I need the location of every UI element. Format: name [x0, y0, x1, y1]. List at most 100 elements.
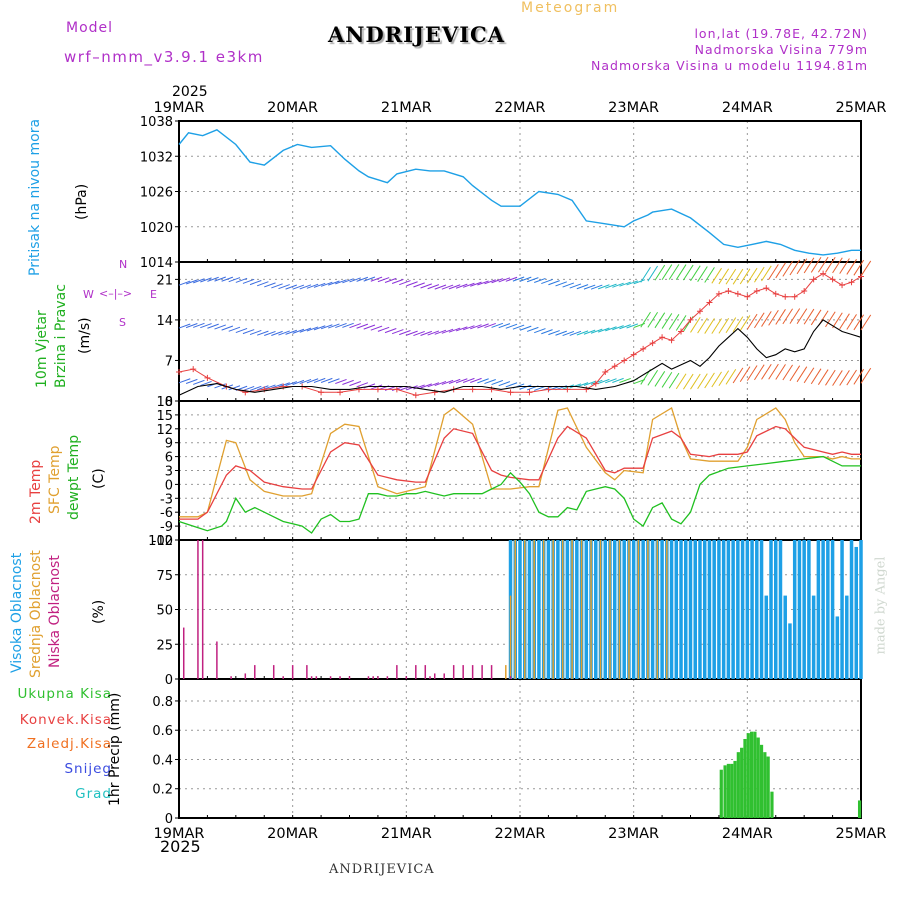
- cloud-high-bar: [660, 540, 664, 679]
- cloud-high-bar: [788, 623, 792, 679]
- wind-barb: [477, 378, 489, 384]
- precip-bar: [749, 731, 754, 818]
- wind-barb: [690, 317, 701, 333]
- wind-barb: [221, 325, 234, 331]
- cloud-low-bar: [462, 665, 464, 679]
- x-tick-label-bottom: 22MAR: [495, 826, 546, 842]
- wind-barb: [512, 324, 525, 330]
- x-tick-label-top: 19MAR: [154, 100, 205, 116]
- wind-barb: [356, 382, 369, 388]
- sfc-temp-line: [179, 407, 861, 518]
- wind-barb: [278, 330, 290, 336]
- wind-barb: [228, 277, 241, 283]
- wind-barb: [839, 370, 850, 386]
- station-elevation: Nadmorska Visina 779m: [694, 42, 868, 57]
- x-tick-label-top: 23MAR: [608, 100, 659, 116]
- wind-barb: [427, 330, 440, 336]
- wind-barb: [832, 370, 843, 386]
- precip-bar: [753, 731, 757, 818]
- cloud-high-bar: [736, 540, 740, 679]
- x-tick-label-top: 21MAR: [381, 100, 432, 116]
- wind-barb: [221, 276, 234, 282]
- wind-barb: [718, 268, 730, 285]
- wind-barb: [846, 259, 857, 275]
- wind-barb: [839, 258, 850, 274]
- wind-barb: [427, 284, 440, 290]
- wind-barb: [853, 368, 865, 385]
- cloud-low-bar: [471, 665, 474, 679]
- precip-bar: [743, 738, 747, 818]
- cloud-mid-bar: [590, 540, 592, 679]
- y-tick-label: 1014: [140, 256, 173, 271]
- wind-plus-marker: [839, 282, 846, 289]
- cloud-high-bar: [764, 595, 769, 679]
- wind-plus-marker: [791, 293, 798, 300]
- cloud-low-bar: [216, 641, 218, 679]
- wind-barb: [626, 323, 639, 329]
- y-tick-label: 14: [156, 314, 173, 329]
- legend-freezing-rain: Zaledj.Kisa: [26, 736, 112, 752]
- cloud-low-bar: [244, 673, 247, 679]
- precip-bar: [730, 763, 734, 818]
- cloud-high-bar: [707, 540, 712, 679]
- wind-plus-marker: [592, 380, 599, 387]
- precip-bar: [770, 791, 774, 818]
- cloud-mid-bar: [505, 665, 507, 679]
- cloud-mid-bar: [552, 540, 554, 679]
- wind-barb: [491, 278, 504, 284]
- wind-barb: [356, 276, 369, 282]
- cloud-high-bar: [769, 540, 773, 679]
- wind-barb: [519, 325, 532, 331]
- station-title: ANDRIJEVICA: [328, 22, 506, 47]
- cloud-high-bar: [745, 540, 750, 679]
- wind-plus-marker: [820, 270, 827, 277]
- wind-barb: [235, 277, 248, 283]
- wind-barb: [761, 265, 772, 282]
- cloud-low-bar: [405, 676, 408, 679]
- y-tick-label: 0: [165, 478, 173, 493]
- wind-barb: [782, 364, 794, 381]
- cloud-high-bar: [835, 616, 840, 679]
- cloud-mid-bar: [609, 540, 611, 679]
- cloud-mid-bar: [514, 540, 517, 679]
- wind-plus-marker: [507, 389, 514, 396]
- wind-barb: [697, 373, 708, 390]
- legend-hail: Grad: [75, 786, 112, 802]
- wind-barb: [704, 318, 715, 334]
- cloud-low-bar: [306, 665, 308, 679]
- wind-barb: [477, 280, 489, 286]
- y-tick-label: -3: [160, 492, 173, 507]
- cloud-low-bar: [434, 673, 436, 679]
- wind-speed-line: [178, 319, 862, 396]
- wind-barb: [668, 314, 680, 330]
- precip-bar: [733, 760, 737, 818]
- wind-barb: [796, 258, 808, 275]
- y-tick-label: 6: [165, 451, 173, 466]
- wind-barb: [732, 268, 744, 285]
- wind-barb: [363, 324, 376, 330]
- wind-plus-marker: [678, 328, 685, 335]
- cloud-high-bar: [849, 540, 854, 679]
- cloud-low-bar: [310, 676, 313, 679]
- wind-plus-marker: [706, 299, 713, 306]
- wind-barb: [810, 257, 822, 273]
- wind-barb: [242, 329, 255, 335]
- wind-barb: [597, 284, 610, 290]
- cloud-low-bar: [291, 665, 294, 679]
- cloud-mid-bar: [599, 540, 602, 679]
- wind-barb: [470, 281, 482, 287]
- cloud-high-bar: [721, 540, 726, 679]
- wind-barb: [775, 309, 786, 325]
- y-tick-label: 18: [156, 395, 173, 410]
- cloud-low-bar: [201, 540, 204, 679]
- wind-barb: [534, 328, 546, 334]
- y-tick-label: 50: [156, 604, 173, 619]
- wind-barb: [668, 372, 680, 389]
- wind-plus-marker: [526, 389, 533, 396]
- wind-barb: [512, 276, 525, 282]
- cloud-high-bar: [612, 540, 617, 679]
- wind-barb: [739, 268, 751, 285]
- wind-plus-marker: [204, 374, 211, 381]
- wind-barb: [249, 280, 262, 286]
- wind-barb: [668, 264, 680, 280]
